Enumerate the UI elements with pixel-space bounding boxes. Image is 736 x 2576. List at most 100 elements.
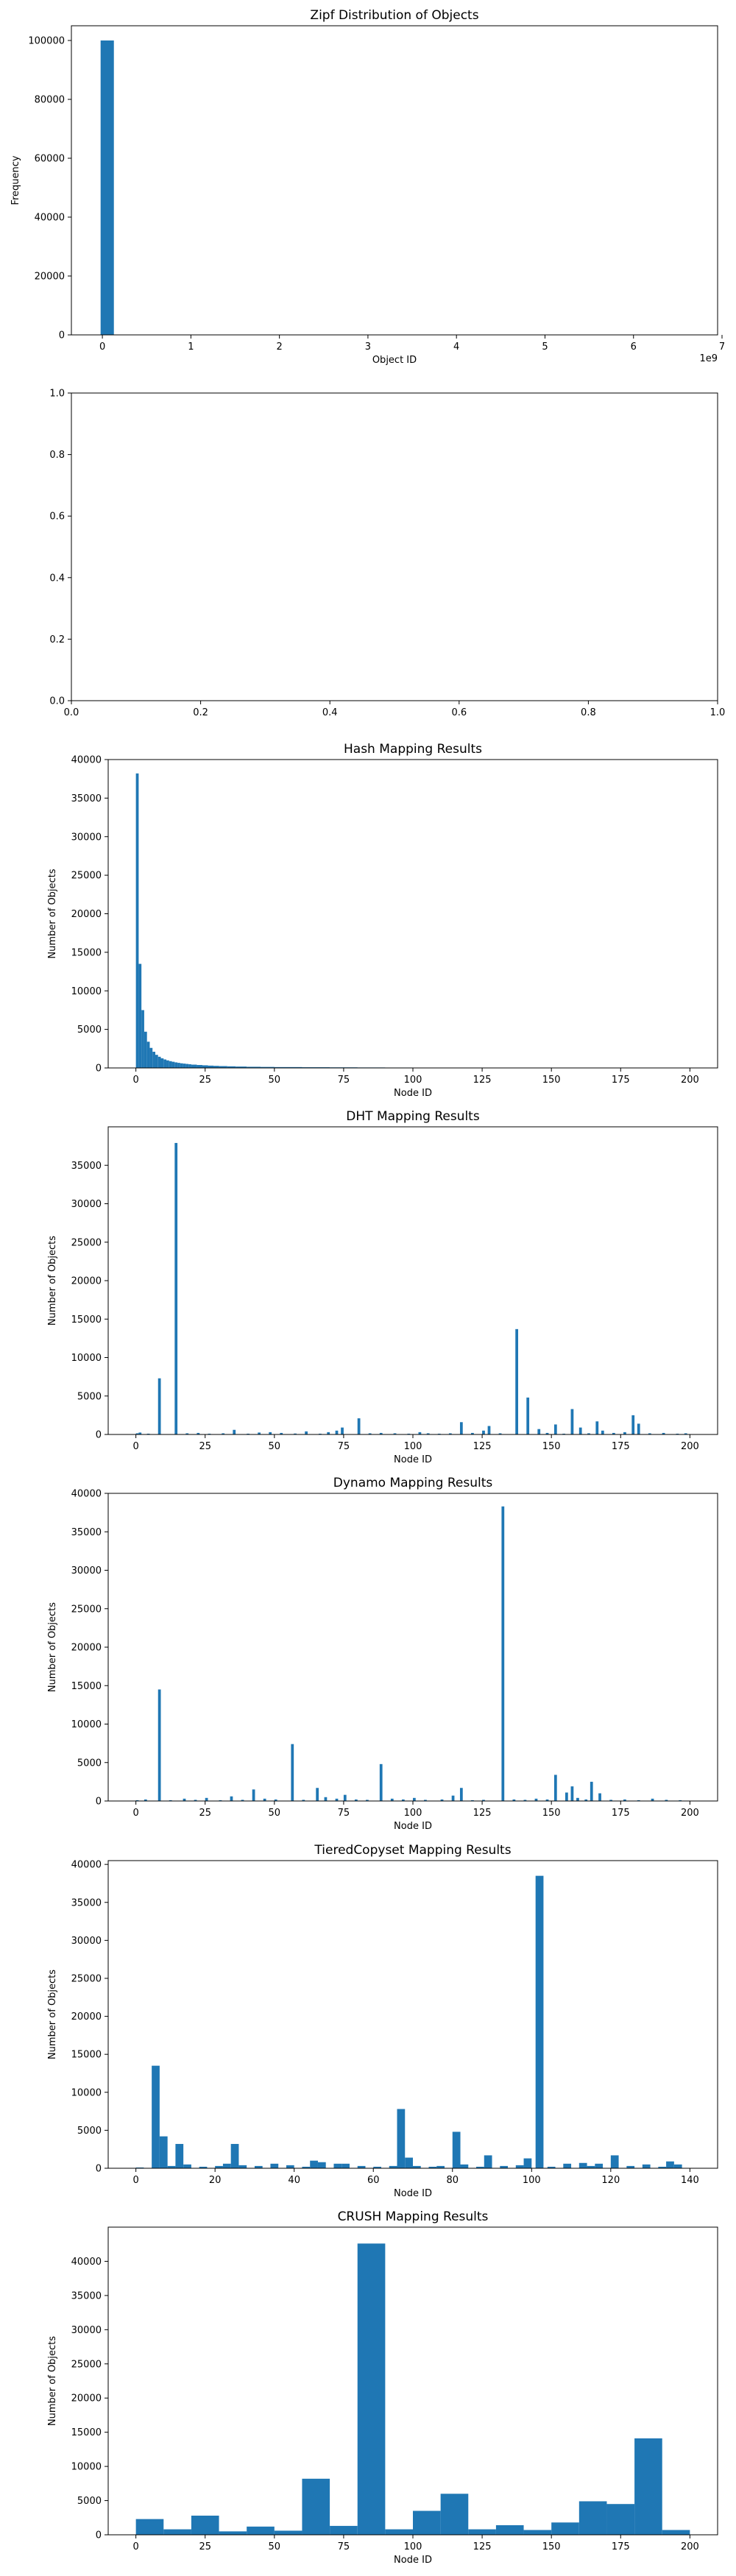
bar-dynamo-17 <box>335 1798 339 1801</box>
y-tick-label-zipf-0: 0 <box>59 330 65 342</box>
bar-dynamo-26 <box>440 1799 444 1801</box>
bar-hash-26 <box>227 1066 236 1068</box>
y-tick-label-zipf-2: 40000 <box>35 213 65 224</box>
bar-crush-10 <box>413 2510 441 2535</box>
bar-dht-30 <box>471 1432 474 1434</box>
x-tick-label-zipf-3: 3 <box>365 342 371 353</box>
bar-tiered-28 <box>460 2164 469 2168</box>
bar-dynamo-6 <box>205 1797 208 1801</box>
bar-dynamo-30 <box>482 1800 485 1801</box>
bar-dynamo-44 <box>623 1799 626 1801</box>
bar-dht-11 <box>258 1432 261 1434</box>
bar-tiered-27 <box>452 2131 461 2168</box>
bar-dht-28 <box>448 1433 452 1434</box>
bar-crush-9 <box>385 2529 413 2535</box>
x-tick-label-hash-0: 0 <box>132 1075 138 1086</box>
bar-hash-18 <box>185 1064 189 1068</box>
y-tick-label-dynamo-1: 5000 <box>77 1758 102 1769</box>
bar-dht-22 <box>379 1432 383 1434</box>
y-tick-label-zipf-3: 60000 <box>35 154 65 165</box>
y-tick-label-crush-3: 15000 <box>71 2427 102 2438</box>
bar-tiered-40 <box>610 2155 619 2168</box>
bar-dynamo-19 <box>354 1799 358 1801</box>
bar-dht-20 <box>357 1418 361 1434</box>
bar-tiered-14 <box>302 2166 311 2168</box>
bar-crush-8 <box>357 2243 386 2535</box>
y-tick-label-empty-1: 0.2 <box>49 634 65 645</box>
y-tick-label-crush-8: 40000 <box>71 2257 102 2268</box>
y-tick-label-tiered-0: 0 <box>96 2164 102 2175</box>
y-axis-label-hash: Number of Objects <box>47 868 58 958</box>
chart-title-hash: Hash Mapping Results <box>344 742 482 757</box>
x-tick-label-dynamo-2: 50 <box>269 1808 281 1819</box>
bar-tiered-42 <box>642 2164 651 2168</box>
x-offset-text-zipf: 1e9 <box>699 353 718 364</box>
bar-crush-17 <box>606 2504 635 2535</box>
bar-dht-18 <box>335 1430 339 1434</box>
bar-dht-48 <box>637 1423 640 1434</box>
bar-crush-12 <box>468 2529 496 2535</box>
x-tick-label-crush-7: 175 <box>612 2541 630 2552</box>
bar-crush-18 <box>634 2438 662 2535</box>
bar-dynamo-12 <box>274 1799 277 1801</box>
x-tick-label-crush-8: 200 <box>681 2541 699 2552</box>
bar-dynamo-8 <box>230 1796 233 1801</box>
bar-tiered-9 <box>230 2143 239 2168</box>
y-tick-label-dynamo-6: 30000 <box>71 1565 102 1577</box>
x-tick-label-tiered-2: 40 <box>288 2175 300 2186</box>
x-tick-label-empty-1: 0.2 <box>193 707 208 718</box>
y-tick-label-dht-5: 25000 <box>71 1237 102 1248</box>
bar-dynamo-10 <box>252 1789 255 1801</box>
bar-dht-6 <box>197 1432 200 1434</box>
bar-dynamo-20 <box>366 1800 369 1801</box>
bar-dynamo-46 <box>651 1798 654 1801</box>
bar-tiered-13 <box>286 2165 294 2168</box>
plot-frame-crush <box>107 2226 718 2536</box>
y-tick-label-dht-7: 35000 <box>71 1161 102 1172</box>
chart-title-tiered: TieredCopyset Mapping Results <box>314 1843 511 1858</box>
bar-dynamo-38 <box>570 1786 574 1801</box>
bar-dynamo-47 <box>665 1800 668 1801</box>
bar-dht-29 <box>459 1422 463 1434</box>
x-axis-label-hash: Node ID <box>394 1088 432 1099</box>
y-tick-label-hash-2: 10000 <box>71 986 102 997</box>
bar-dynamo-28 <box>459 1788 463 1801</box>
bar-tiered-15 <box>310 2160 318 2168</box>
y-tick-label-dynamo-4: 20000 <box>71 1643 102 1654</box>
bar-tiered-22 <box>397 2109 406 2168</box>
chart-title-dynamo: Dynamo Mapping Results <box>333 1476 493 1490</box>
bar-hash-0 <box>135 773 139 1068</box>
bar-hash-27 <box>236 1066 247 1068</box>
y-axis-label-crush: Number of Objects <box>47 2336 58 2426</box>
bar-dht-8 <box>222 1433 225 1434</box>
x-tick-label-zipf-2: 2 <box>277 342 283 353</box>
x-tick-label-hash-6: 150 <box>542 1075 561 1086</box>
x-tick-label-zipf-1: 1 <box>188 342 194 353</box>
chart-title-crush: CRUSH Mapping Results <box>338 2209 489 2224</box>
y-tick-label-crush-1: 5000 <box>77 2496 102 2507</box>
bar-dynamo-45 <box>637 1800 640 1801</box>
y-tick-label-dht-3: 15000 <box>71 1314 102 1326</box>
bar-dht-26 <box>426 1433 430 1434</box>
y-tick-label-tiered-8: 40000 <box>71 1860 102 1871</box>
y-tick-label-empty-4: 0.8 <box>49 450 65 461</box>
bar-hash-15 <box>177 1063 180 1068</box>
bar-hash-23 <box>208 1065 214 1068</box>
bar-crush-2 <box>191 2515 219 2535</box>
x-tick-label-zipf-5: 5 <box>542 342 548 353</box>
bar-tiered-8 <box>222 2163 231 2168</box>
bar-dht-15 <box>305 1431 308 1434</box>
bars-tiered <box>135 1875 682 2168</box>
x-tick-label-dht-5: 125 <box>473 1441 492 1452</box>
x-tick-label-dynamo-8: 200 <box>681 1808 699 1819</box>
bar-tiered-10 <box>238 2165 247 2168</box>
x-tick-label-dht-7: 175 <box>612 1441 630 1452</box>
bar-dht-5 <box>185 1433 189 1434</box>
bars-dht <box>135 1142 687 1435</box>
bar-dht-32 <box>487 1426 491 1434</box>
bar-dynamo-27 <box>451 1795 455 1801</box>
bar-tiered-35 <box>547 2166 556 2168</box>
bar-dht-47 <box>631 1415 635 1435</box>
bar-hash-12 <box>169 1061 172 1068</box>
